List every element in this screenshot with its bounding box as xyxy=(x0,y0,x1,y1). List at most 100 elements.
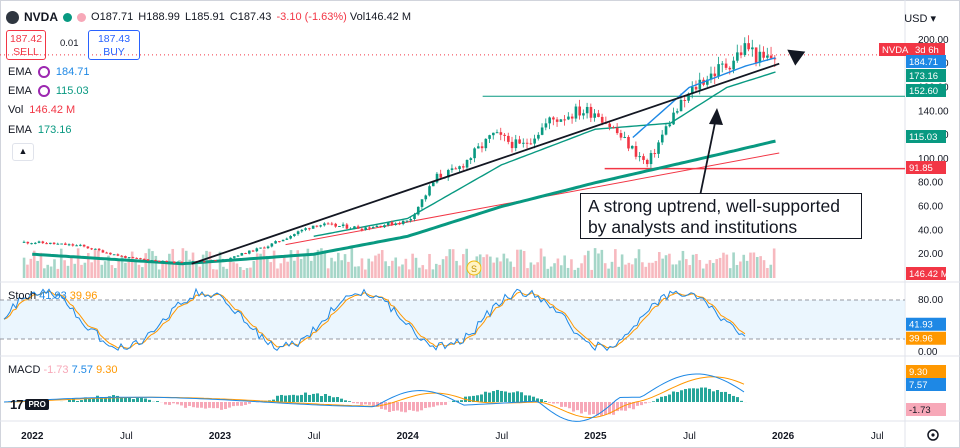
macd-histogram-bar xyxy=(384,402,387,410)
tradingview-logo: 17 PRO xyxy=(10,397,49,412)
candle-body xyxy=(391,222,394,225)
macd-histogram-bar xyxy=(372,402,375,406)
volume-bar xyxy=(712,263,715,278)
candle-body xyxy=(515,139,518,148)
volume-bar xyxy=(249,268,252,278)
macd-histogram-bar xyxy=(720,392,723,402)
candle-body xyxy=(248,251,251,254)
indicator-ema-115[interactable]: EMA 115.03 xyxy=(8,85,89,97)
volume-bar xyxy=(205,251,208,278)
volume-bar xyxy=(236,263,239,278)
macd-histogram-bar xyxy=(136,398,139,402)
volume-bar xyxy=(452,249,455,278)
indicator-settings-icon[interactable] xyxy=(38,85,50,97)
candle-body xyxy=(548,117,551,123)
volume-bar xyxy=(84,263,87,278)
macd-histogram-bar xyxy=(148,400,151,402)
volume-bar xyxy=(601,250,604,278)
buy-button[interactable]: 187.43 BUY xyxy=(88,30,140,60)
volume-bar xyxy=(124,263,127,278)
volume-bar xyxy=(658,252,661,278)
candle-body xyxy=(500,132,503,135)
price-tick-label: 40.00 xyxy=(918,225,943,236)
volume-bar xyxy=(30,259,33,278)
stoch-legend[interactable]: Stoch 41.93 39.96 xyxy=(8,290,97,302)
indicator-volume[interactable]: Vol 146.42 M xyxy=(8,104,75,116)
candle-body xyxy=(676,111,679,112)
volume-bar xyxy=(63,260,66,278)
candle-body xyxy=(45,243,48,244)
macd-histogram-bar xyxy=(468,396,471,402)
settings-gear-center xyxy=(931,433,934,436)
volume-bar xyxy=(482,257,485,278)
macd-histogram-bar xyxy=(700,388,703,402)
macd-histogram-bar xyxy=(664,396,667,402)
volume-bar xyxy=(310,261,313,278)
annotation-box: A strong uptrend, well-supported by anal… xyxy=(580,193,862,239)
candle-body xyxy=(282,240,285,241)
candle-body xyxy=(225,259,228,260)
macd-histogram-bar xyxy=(292,395,295,402)
macd-histogram-bar xyxy=(124,398,127,402)
candle-body xyxy=(684,100,687,101)
macd-histogram-bar xyxy=(640,402,643,405)
volume-bar xyxy=(742,255,745,278)
volume-bar xyxy=(546,269,549,278)
macd-histogram-bar xyxy=(216,402,219,408)
candle-body xyxy=(665,126,668,134)
candle-body xyxy=(214,260,217,261)
volume-bar xyxy=(411,254,414,278)
volume-bar xyxy=(161,262,164,278)
macd-legend[interactable]: MACD -1.73 7.57 9.30 xyxy=(8,364,118,376)
volume-bar xyxy=(499,261,502,278)
indicator-ema-184[interactable]: EMA 184.71 xyxy=(8,66,90,78)
volume-bar xyxy=(759,256,762,278)
volume-bar xyxy=(158,269,161,278)
candle-body xyxy=(597,113,600,117)
macd-histogram-bar xyxy=(396,402,399,410)
candle-body xyxy=(90,248,93,249)
candle-body xyxy=(432,182,435,186)
volume-bar xyxy=(222,267,225,278)
stoch-d-tag-label: 39.96 xyxy=(909,334,933,345)
countdown-label: 3d 6h xyxy=(915,45,939,56)
indicator-settings-icon[interactable] xyxy=(38,66,50,78)
volume-bar xyxy=(361,258,364,278)
macd-histogram-bar xyxy=(504,391,507,402)
volume-bar xyxy=(648,263,651,278)
volume-bar xyxy=(489,257,492,278)
volume-bar xyxy=(533,265,536,278)
candle-body xyxy=(154,260,157,261)
macd-histogram-bar xyxy=(204,402,207,409)
volume-bar xyxy=(631,264,634,278)
currency-selector[interactable]: USD ▾ xyxy=(904,12,936,25)
symbol-name[interactable]: NVDA xyxy=(24,10,58,24)
candle-body xyxy=(417,207,420,215)
macd-histogram-bar xyxy=(316,393,319,402)
volume-bar xyxy=(638,249,641,278)
volume-bar xyxy=(597,253,600,278)
candle-body xyxy=(349,228,352,229)
macd-histogram-bar xyxy=(488,393,491,402)
macd-histogram-bar xyxy=(680,390,683,402)
macd-histogram-bar xyxy=(584,402,587,412)
candle-body xyxy=(473,148,476,158)
macd-histogram-bar xyxy=(736,397,739,402)
candle-body xyxy=(537,135,540,139)
volume-bar xyxy=(367,259,370,278)
volume-bar xyxy=(229,259,232,278)
time-tick-label: Jul xyxy=(308,431,321,442)
candle-body xyxy=(210,260,213,261)
candle-body xyxy=(740,52,743,55)
collapse-legend-button[interactable]: ▲ xyxy=(12,143,34,161)
indicator-ema-173[interactable]: EMA 173.16 xyxy=(8,124,72,136)
sell-button[interactable]: 187.42 SELL xyxy=(6,30,46,60)
volume-bar xyxy=(43,268,46,278)
macd-histogram-bar xyxy=(400,402,403,412)
macd-histogram-bar xyxy=(248,402,251,404)
candle-body xyxy=(184,262,187,263)
candle-body xyxy=(38,241,41,242)
macd-histogram-bar xyxy=(652,401,655,402)
volume-bar xyxy=(435,264,438,278)
volume-bar xyxy=(80,265,83,278)
